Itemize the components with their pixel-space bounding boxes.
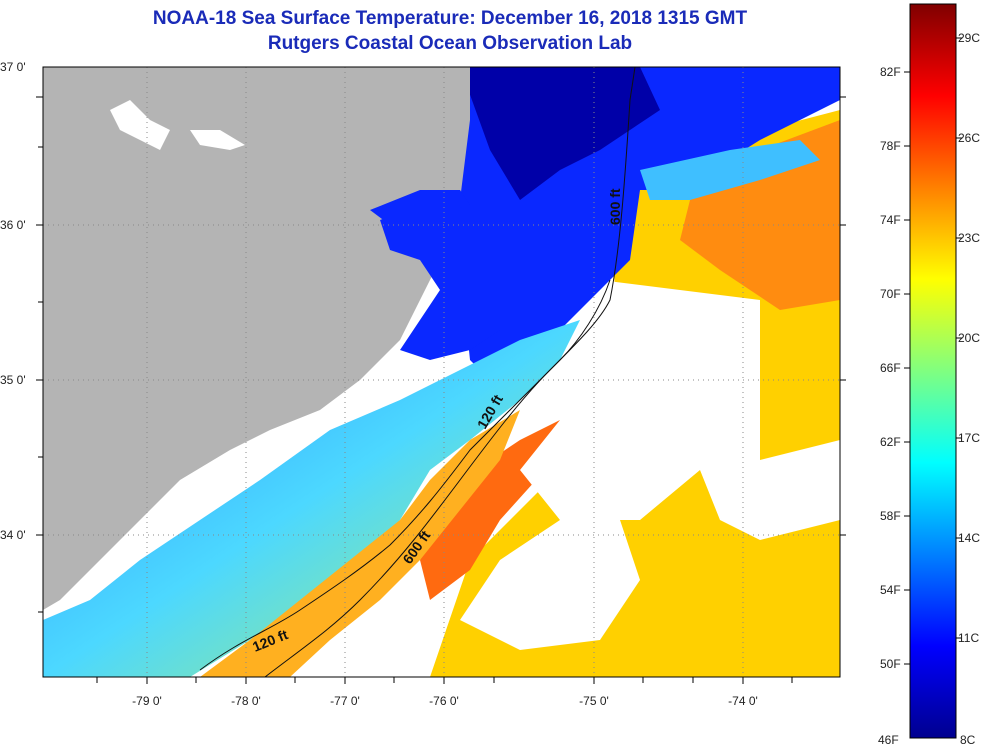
colorbar-label-f: 74F xyxy=(880,213,901,227)
colorbar-label-c: 26C xyxy=(958,131,980,145)
colorbar-label-c: 11C xyxy=(958,631,979,645)
land-mass xyxy=(43,67,470,610)
colorbar-label-f: 50F xyxy=(880,657,901,671)
shelf-water xyxy=(43,320,580,677)
colorbar-label-f: 54F xyxy=(880,583,901,597)
pamlico-sound xyxy=(380,200,520,360)
lon-tick-label: -75 0' xyxy=(579,694,609,708)
lat-tick-label: 37 0' xyxy=(0,60,26,74)
cloud-cover-3 xyxy=(700,440,840,540)
map-border xyxy=(42,66,841,678)
map-subtitle: Rutgers Coastal Ocean Observation Lab xyxy=(267,33,633,54)
cloud-cover-1 xyxy=(520,280,760,520)
map-title: NOAA-18 Sea Surface Temperature: Decembe… xyxy=(152,8,748,29)
colorbar-label-f: 70F xyxy=(880,287,901,301)
cold-water-deep xyxy=(460,67,660,200)
colorbar-label-c: 14C xyxy=(958,531,980,545)
orange-patch-north xyxy=(680,120,840,310)
shelf-warm-band xyxy=(200,410,520,677)
colorbar-label-c: 8C xyxy=(960,733,976,747)
colorbar-ticks xyxy=(904,37,962,665)
temperature-colorbar xyxy=(909,3,957,739)
cloud-cover-2 xyxy=(460,520,640,650)
contour-600ft xyxy=(264,67,636,677)
contour-label: 600 ft xyxy=(607,188,623,225)
cyan-filament xyxy=(640,140,820,200)
lat-tick-label: 34 0' xyxy=(0,528,26,542)
graticule xyxy=(43,67,840,677)
colorbar-label-f: 62F xyxy=(880,435,901,449)
albemarle-sound xyxy=(370,190,470,225)
lat-tick-label: 35 0' xyxy=(0,373,26,387)
colorbar-label-f: 66F xyxy=(880,361,901,375)
colorbar-label-f: 82F xyxy=(880,65,901,79)
inland-lake-1 xyxy=(110,100,170,150)
colorbar-label-f: 58F xyxy=(880,509,901,523)
colorbar-label-c: 29C xyxy=(958,31,980,45)
lon-tick-label: -74 0' xyxy=(728,694,758,708)
lon-tick-label: -77 0' xyxy=(330,694,360,708)
colorbar-label-f: 78F xyxy=(880,139,901,153)
lat-tick-label: 36 0' xyxy=(0,218,26,232)
colorbar-label-c: 23C xyxy=(958,231,980,245)
lon-tick-label: -79 0' xyxy=(132,694,162,708)
colorbar-label-f: 46F xyxy=(878,733,899,747)
map-area xyxy=(43,67,840,677)
inland-lake-2 xyxy=(190,130,245,150)
colorbar-label-c: 17C xyxy=(958,431,980,445)
axis-ticks xyxy=(36,96,846,684)
colorbar-label-c: 20C xyxy=(958,331,980,345)
lon-tick-label: -78 0' xyxy=(231,694,261,708)
lon-tick-label: -76 0' xyxy=(429,694,459,708)
